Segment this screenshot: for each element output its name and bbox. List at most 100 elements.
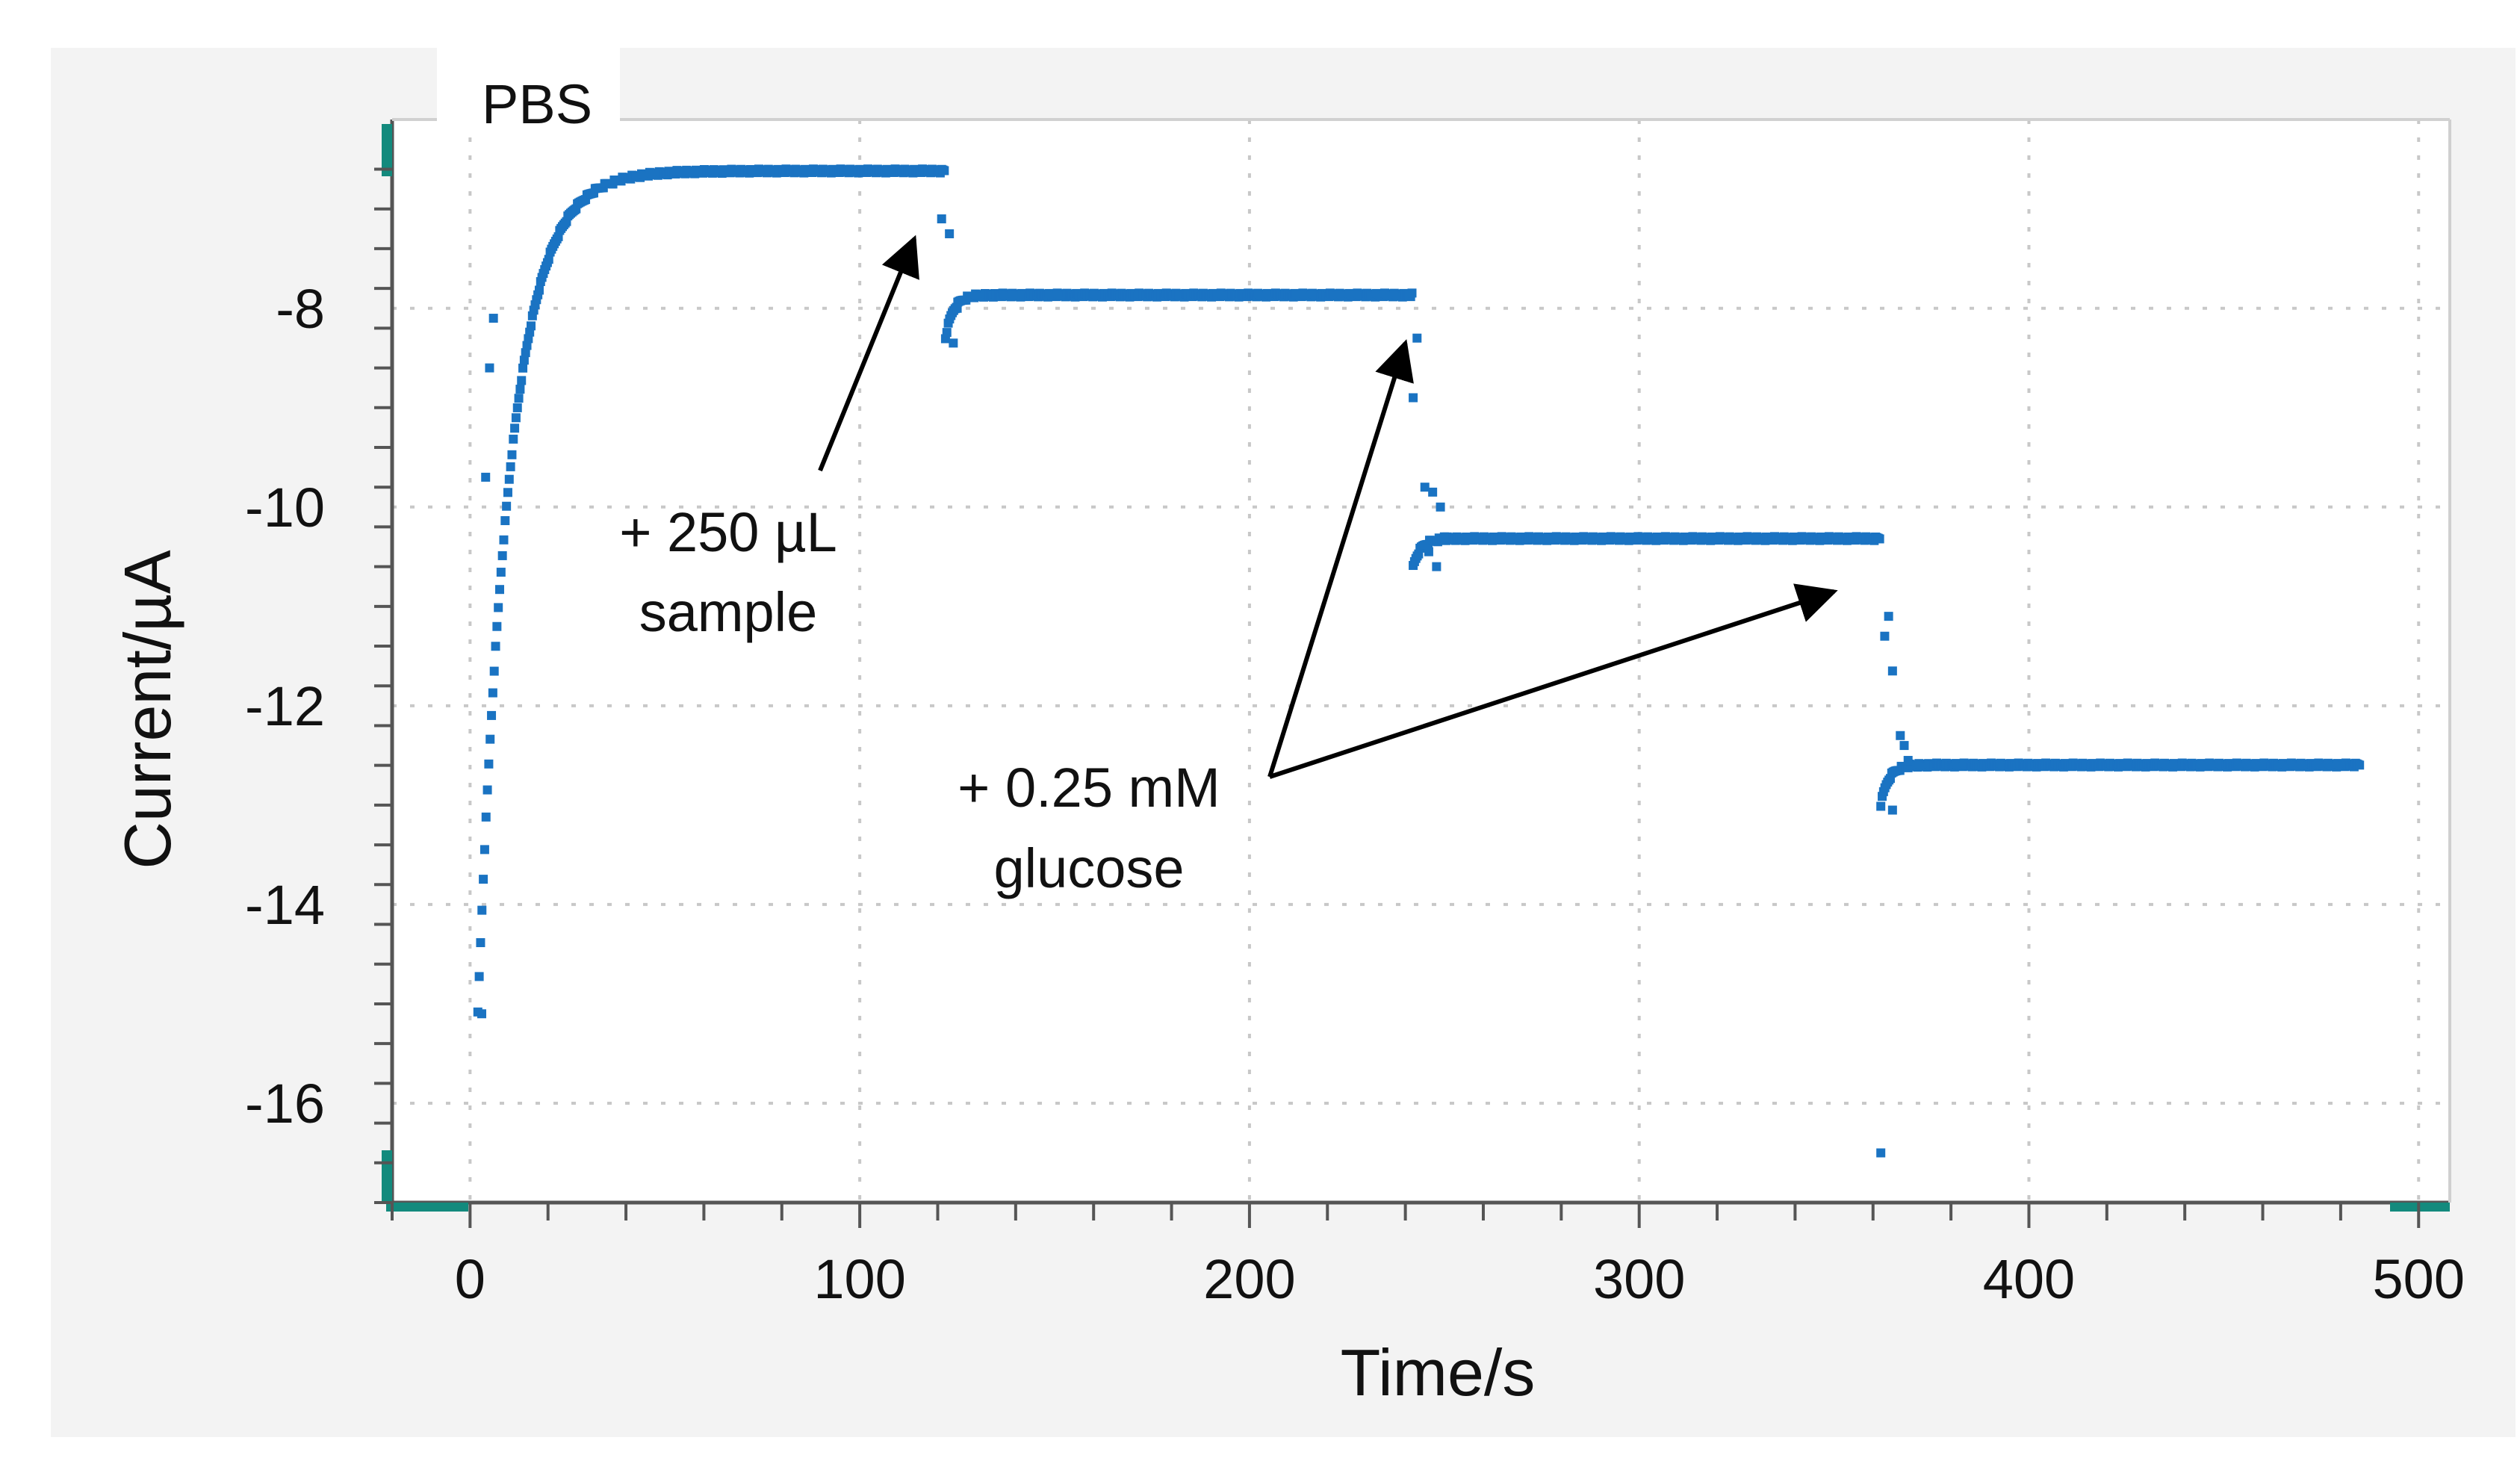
annotation-glucose-line1: + 0.25 mM [958,757,1220,819]
data-point [1407,288,1417,298]
annotation-glucose-line2: glucose [993,837,1184,899]
y-tick-label: -12 [245,675,325,737]
data-point [485,363,494,373]
data-point [477,1009,487,1019]
y-tick-label: -16 [245,1073,325,1135]
data-point [481,812,491,822]
data-series [473,164,2365,1158]
y-tick-label: -8 [276,278,325,340]
data-point [949,338,958,348]
data-point [1896,731,1905,740]
legend-label: PBS [482,73,592,135]
data-point [492,621,502,631]
data-point [522,341,532,350]
data-point [511,413,521,423]
data-point [517,376,527,385]
data-point [1439,532,1449,542]
data-point [504,474,514,484]
data-point [509,434,518,444]
data-point [499,535,509,545]
data-point [488,314,498,323]
data-point [515,385,525,394]
data-point [500,516,510,526]
data-point [512,403,522,412]
data-point [510,424,520,433]
x-axis-left-accent [386,1203,468,1212]
data-point [479,875,488,884]
data-point [1884,612,1893,621]
y-axis-label: Current/µA [111,550,184,869]
data-point [1428,487,1438,497]
data-point [940,166,949,176]
data-point [491,642,500,651]
data-point [1412,333,1422,343]
data-point [487,710,497,720]
data-point [1903,756,1913,766]
data-point [494,603,503,612]
annotations: + 250 µL sample + 0.25 mM glucose [619,235,1838,899]
y-tick-label: -14 [245,874,325,936]
annotation-glucose-arrow [1267,339,1414,778]
x-tick-label: 300 [1593,1248,1685,1310]
data-point [489,666,499,676]
annotation-sample-line1: + 250 µL [619,501,837,563]
annotation-sample-arrow [818,235,919,472]
data-point [480,845,489,854]
axes: 0 100 200 300 400 500 -8 -10 -12 -14 -16 [245,118,2465,1310]
data-point [942,328,952,338]
data-point [544,255,553,264]
data-point [945,229,955,238]
data-point [1899,741,1909,751]
data-point [485,734,495,744]
data-point [1876,801,1886,811]
x-tick-label: 400 [1983,1248,2075,1310]
data-point [482,785,492,795]
data-point [481,472,491,482]
data-point [2355,760,2365,770]
data-point [476,938,485,948]
data-point [1880,631,1890,641]
annotation-glucose-arrow [1269,583,1838,779]
legend-box [437,46,620,134]
data-point [937,214,946,224]
data-point [521,348,530,358]
data-point [952,303,962,313]
data-point [503,488,512,497]
data-point [518,363,528,373]
plot-area [392,120,2450,1203]
grid [392,120,2450,1203]
annotation-sample-line2: sample [639,581,818,643]
data-point [1876,1148,1886,1158]
data-point [1432,562,1441,571]
data-point [1420,483,1430,492]
data-point [519,356,529,365]
data-point [1436,502,1445,512]
data-point [1409,393,1418,403]
data-point [1424,547,1433,556]
data-point [488,688,497,698]
x-tick-label: 500 [2373,1248,2465,1310]
x-axis-label: Time/s [1341,1336,1536,1409]
data-point [495,585,505,595]
data-point [506,462,515,471]
data-point [1887,666,1897,676]
y-axis-top-accent [382,124,392,176]
y-axis-bottom-accent [382,1150,392,1203]
legend: PBS [437,46,620,135]
data-point [1887,805,1897,815]
data-point [477,905,487,915]
x-tick-label: 0 [455,1248,485,1310]
data-point [502,501,512,511]
data-point [497,550,507,560]
x-tick-label: 200 [1203,1248,1295,1310]
y-tick-label: -10 [245,477,325,539]
data-point [507,450,517,459]
data-point [527,321,536,331]
x-tick-label: 100 [813,1248,905,1310]
data-point [514,394,524,403]
data-point [496,568,506,577]
data-point [1875,534,1884,544]
data-point [474,972,484,981]
data-point [534,285,544,295]
